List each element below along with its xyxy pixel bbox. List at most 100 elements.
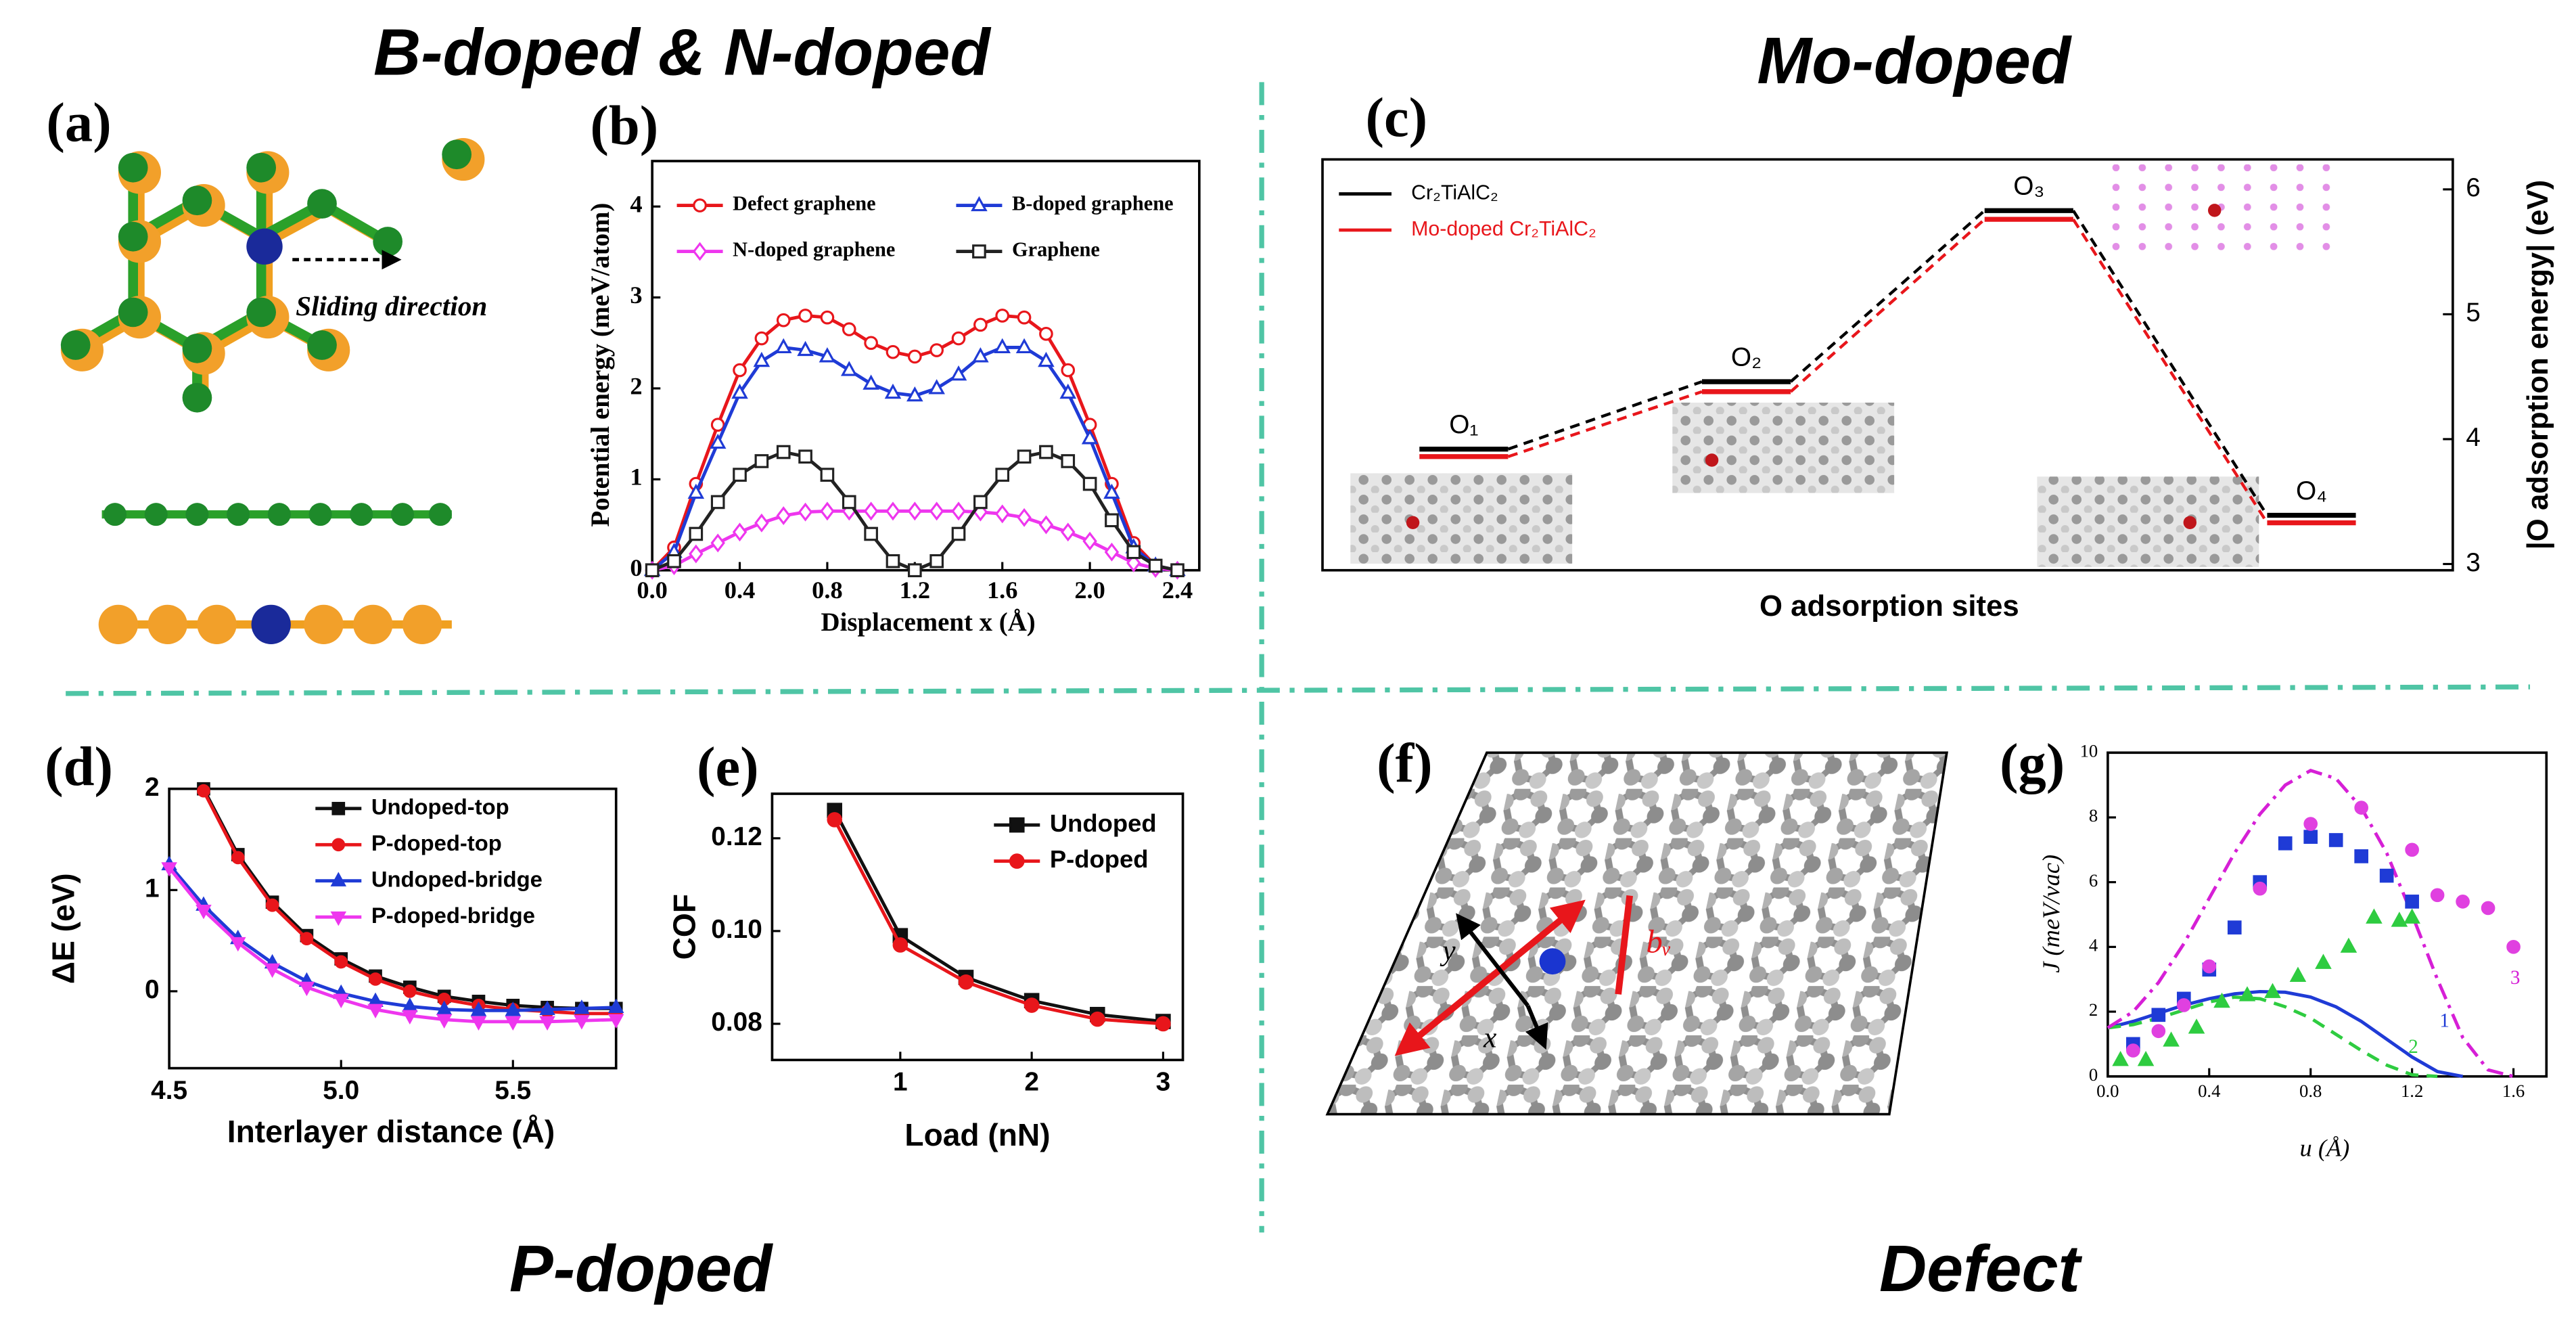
marker bbox=[2430, 888, 2445, 903]
side-view bbox=[98, 503, 452, 645]
marker bbox=[995, 309, 1010, 323]
vector-label: bᵥ bbox=[1646, 924, 1672, 960]
y-tick-label: 0.10 bbox=[711, 915, 762, 944]
marker bbox=[330, 872, 347, 886]
marker bbox=[994, 504, 1010, 524]
marker bbox=[798, 309, 812, 323]
marker bbox=[2163, 1031, 2180, 1047]
marker bbox=[2303, 817, 2318, 831]
marker bbox=[1039, 445, 1053, 459]
marker bbox=[2340, 937, 2358, 953]
marker bbox=[689, 526, 704, 541]
marker bbox=[731, 383, 748, 399]
marker bbox=[820, 310, 835, 325]
series-line bbox=[168, 866, 616, 1024]
marker bbox=[687, 483, 705, 499]
marker bbox=[864, 526, 878, 541]
marker bbox=[951, 501, 966, 521]
marker bbox=[972, 347, 989, 363]
plot-frame bbox=[1321, 158, 2454, 572]
marker bbox=[2405, 895, 2419, 909]
marker bbox=[436, 1000, 453, 1016]
marker bbox=[2391, 911, 2408, 927]
marker bbox=[574, 999, 590, 1014]
marker bbox=[505, 1001, 522, 1016]
marker bbox=[265, 898, 279, 912]
connector bbox=[1507, 380, 1703, 451]
heading: Mo-doped bbox=[1757, 24, 2072, 97]
marker bbox=[886, 554, 900, 568]
y-tick-label: 1 bbox=[630, 464, 642, 491]
x-tick-label: 0.8 bbox=[812, 577, 843, 604]
marker bbox=[539, 1000, 555, 1016]
x-tick-label: 1.6 bbox=[987, 577, 1018, 604]
marker bbox=[367, 1004, 384, 1019]
marker bbox=[973, 317, 988, 332]
marker bbox=[196, 905, 212, 920]
marker bbox=[197, 784, 210, 798]
marker bbox=[331, 802, 346, 815]
marker bbox=[1061, 363, 1076, 378]
marker bbox=[539, 1016, 555, 1031]
marker bbox=[2227, 920, 2242, 934]
axis-label: x bbox=[1483, 1021, 1497, 1054]
marker bbox=[470, 1001, 487, 1016]
marker bbox=[819, 347, 836, 363]
series-label: 2 bbox=[2408, 1036, 2418, 1058]
marker bbox=[798, 502, 813, 522]
x-axis-label: u (Å) bbox=[2300, 1134, 2350, 1161]
x-tick-label: 1.2 bbox=[2401, 1081, 2423, 1101]
marker bbox=[230, 937, 246, 952]
marker bbox=[1009, 817, 1025, 833]
marker bbox=[886, 344, 900, 359]
marker bbox=[864, 336, 878, 351]
legend-label: B-doped graphene bbox=[1012, 192, 1174, 215]
defect-structure bbox=[1325, 751, 1948, 1116]
marker bbox=[402, 985, 417, 998]
annotation: Sliding direction bbox=[296, 290, 487, 321]
legend-label: Graphene bbox=[1012, 238, 1100, 261]
series-line bbox=[833, 819, 1164, 1026]
marker bbox=[2151, 1008, 2166, 1022]
series-label: 3 bbox=[2510, 967, 2521, 989]
marker bbox=[951, 331, 966, 346]
y-axis-label: Potential energy (meV/atom) bbox=[586, 203, 615, 527]
y-tick-label: 8 bbox=[2089, 805, 2098, 826]
y-axis-label: J (meV/vac) bbox=[2038, 855, 2065, 973]
y-tick-label: 0.08 bbox=[711, 1008, 762, 1037]
marker bbox=[231, 851, 245, 865]
marker bbox=[2289, 966, 2307, 982]
marker bbox=[2151, 1024, 2166, 1039]
series-line bbox=[2107, 768, 2514, 1079]
legend-label: Mo-doped Cr₂TiAlC₂ bbox=[1411, 218, 1596, 240]
marker bbox=[2238, 986, 2256, 1001]
inset bbox=[2037, 476, 2259, 567]
marker bbox=[892, 937, 908, 953]
marker bbox=[906, 386, 923, 402]
marker bbox=[842, 495, 856, 510]
x-tick-label: 1 bbox=[893, 1068, 908, 1097]
marker bbox=[776, 506, 791, 526]
inset bbox=[1672, 403, 1895, 493]
x-tick-label: 0.4 bbox=[2198, 1081, 2220, 1101]
marker bbox=[798, 449, 812, 464]
marker bbox=[2481, 901, 2496, 916]
marker bbox=[994, 338, 1011, 354]
marker bbox=[862, 374, 879, 390]
marker bbox=[951, 526, 966, 541]
marker bbox=[667, 554, 681, 568]
y2-tick-label: 6 bbox=[2466, 173, 2481, 202]
marker bbox=[754, 331, 769, 346]
x-tick-label: 2.4 bbox=[1162, 577, 1193, 604]
marker bbox=[2354, 801, 2368, 815]
marker bbox=[1103, 483, 1120, 499]
series-label: 1 bbox=[2439, 1010, 2450, 1031]
marker bbox=[797, 340, 814, 357]
x-tick-label: 0.0 bbox=[637, 577, 668, 604]
marker bbox=[692, 242, 708, 261]
marker bbox=[1155, 1016, 1171, 1032]
legend-label: Cr₂TiAlC₂ bbox=[1411, 182, 1498, 204]
plot-frame bbox=[168, 787, 618, 1070]
connector bbox=[1789, 218, 1986, 393]
